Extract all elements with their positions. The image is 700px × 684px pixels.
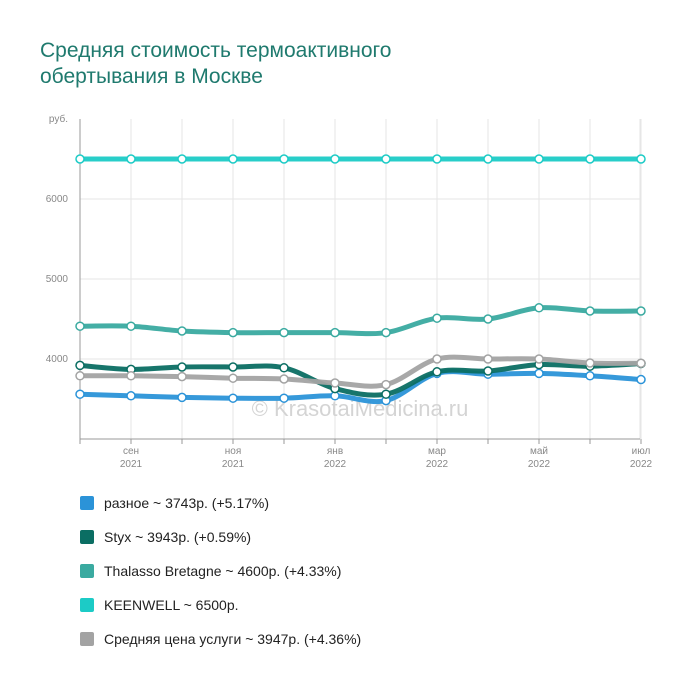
data-point xyxy=(177,362,187,372)
data-point xyxy=(177,392,187,403)
legend-swatch xyxy=(80,598,94,612)
data-point xyxy=(636,374,646,385)
y-axis-unit: руб. xyxy=(49,113,68,125)
data-point xyxy=(228,373,238,383)
axes: 4000 5000 6000 руб. сен 2021 ноя 2021 янв 2022 мар… xyxy=(46,113,653,470)
data-point xyxy=(381,389,391,399)
data-point xyxy=(381,327,391,338)
data-point xyxy=(177,326,187,336)
data-point xyxy=(126,154,136,164)
x-tick-label-year: 2022 xyxy=(528,459,551,470)
data-point xyxy=(75,360,85,371)
data-point xyxy=(279,154,289,164)
legend-label: KEENWELL ~ 6500р. xyxy=(104,597,239,613)
legend-item: разное ~ 3743р. (+5.17%) xyxy=(80,486,361,520)
legend-swatch xyxy=(80,632,94,646)
data-point xyxy=(330,327,340,338)
data-point xyxy=(585,371,595,381)
legend-swatch xyxy=(80,564,94,578)
data-point xyxy=(228,327,238,338)
data-point xyxy=(483,154,493,164)
data-point xyxy=(585,154,595,164)
x-tick-label: янв xyxy=(327,446,343,457)
y-tick-label: 5000 xyxy=(46,274,69,285)
data-point xyxy=(126,321,136,331)
data-point xyxy=(381,379,391,390)
data-point xyxy=(279,363,289,373)
data-point xyxy=(228,393,238,403)
legend-item: KEENWELL ~ 6500р. xyxy=(80,588,361,622)
data-point xyxy=(636,306,646,316)
data-point xyxy=(330,378,340,388)
legend-item: Thalasso Bretagne ~ 4600р. (+4.33%) xyxy=(80,554,361,588)
data-point xyxy=(330,154,340,164)
data-point xyxy=(75,371,85,381)
legend-swatch xyxy=(80,530,94,544)
y-tick-label: 4000 xyxy=(46,354,69,365)
data-point xyxy=(483,366,493,376)
data-point xyxy=(636,154,646,164)
data-point xyxy=(228,362,238,372)
legend-swatch xyxy=(80,496,94,510)
data-point xyxy=(279,327,289,338)
data-point xyxy=(126,391,136,401)
chart-title-line-2: обертывания в Москве xyxy=(40,65,263,88)
data-point xyxy=(585,358,595,368)
data-point xyxy=(483,314,493,324)
legend-label: Styx ~ 3943р. (+0.59%) xyxy=(104,529,252,545)
x-tick-label-year: 2021 xyxy=(120,459,143,470)
x-tick-label: мар xyxy=(428,446,446,457)
x-tick-label: ноя xyxy=(225,446,242,457)
grid-lines xyxy=(79,119,642,439)
data-point xyxy=(279,393,289,403)
data-point xyxy=(177,154,187,164)
chart-title: Средняя стоимость термоактивного обертыв… xyxy=(40,38,640,90)
x-tick-label-year: 2022 xyxy=(630,459,653,470)
data-point xyxy=(75,154,85,164)
legend: разное ~ 3743р. (+5.17%) Styx ~ 3943р. (+… xyxy=(80,486,361,656)
data-point xyxy=(228,154,238,164)
data-point xyxy=(534,154,544,164)
data-point xyxy=(432,313,442,323)
data-point xyxy=(177,371,187,382)
data-point xyxy=(432,154,442,164)
data-point xyxy=(432,354,442,364)
data-point xyxy=(636,358,646,368)
x-tick-label-year: 2022 xyxy=(324,459,347,470)
y-tick-label: 6000 xyxy=(46,194,69,205)
x-tick-label: июл xyxy=(632,446,651,457)
x-tick-label-year: 2022 xyxy=(426,459,449,470)
legend-item: Средняя цена услуги ~ 3947р. (+4.36%) xyxy=(80,622,361,656)
line-chart: 4000 5000 6000 руб. сен 2021 ноя 2021 янв 2022 мар… xyxy=(46,113,653,470)
data-point xyxy=(75,389,85,399)
data-point xyxy=(534,303,544,313)
data-point xyxy=(279,374,289,384)
data-point xyxy=(381,154,391,164)
x-tick-label: сен xyxy=(123,446,139,457)
series-group xyxy=(75,154,646,406)
data-point xyxy=(534,354,544,364)
data-point xyxy=(483,354,493,364)
legend-item: Styx ~ 3943р. (+0.59%) xyxy=(80,520,361,554)
data-point xyxy=(126,371,136,381)
data-point xyxy=(534,368,544,379)
legend-label: разное ~ 3743р. (+5.17%) xyxy=(104,495,269,511)
chart-title-line-1: Средняя стоимость термоактивного xyxy=(40,39,392,62)
data-point xyxy=(585,306,595,316)
series-line xyxy=(77,305,644,337)
legend-label: Средняя цена услуги ~ 3947р. (+4.36%) xyxy=(104,631,362,647)
series-line xyxy=(77,361,644,398)
x-tick-label-year: 2021 xyxy=(222,459,245,470)
data-point xyxy=(75,321,85,331)
data-point xyxy=(432,367,442,377)
x-tick-label: май xyxy=(530,446,548,457)
legend-label: Thalasso Bretagne ~ 4600р. (+4.33%) xyxy=(104,563,342,579)
